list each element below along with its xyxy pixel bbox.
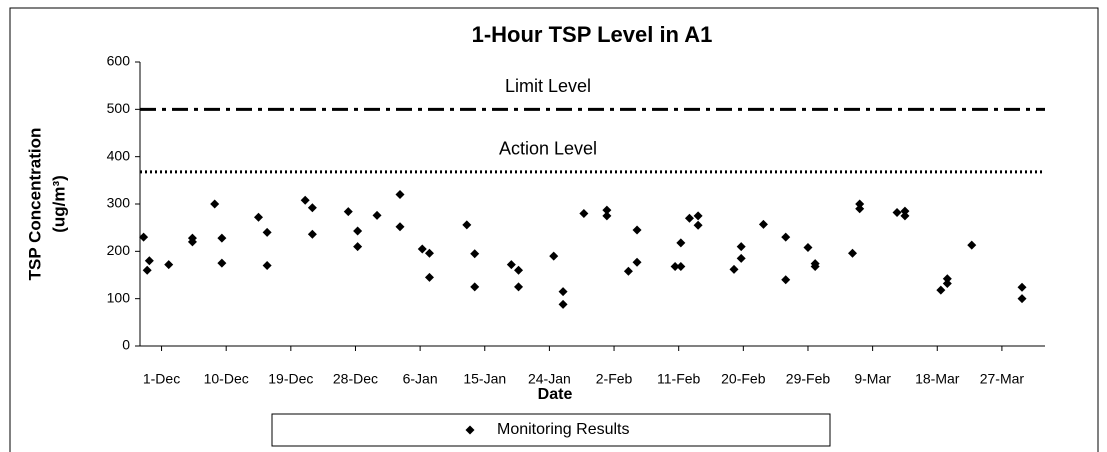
x-tick-label: 20-Feb <box>721 371 766 387</box>
data-point <box>558 299 568 309</box>
y-tick-label: 500 <box>107 100 131 116</box>
data-point <box>942 274 952 284</box>
legend-box <box>271 413 831 447</box>
data-point <box>579 208 589 218</box>
x-tick-label: 19-Dec <box>268 371 313 387</box>
x-tick-label: 28-Dec <box>333 371 378 387</box>
data-point <box>900 206 910 216</box>
data-point <box>602 205 612 215</box>
x-tick-label: 11-Feb <box>657 371 701 387</box>
data-point <box>254 212 264 222</box>
x-axis-label: Date <box>538 386 573 403</box>
data-point <box>424 248 434 258</box>
x-tick-label: 10-Dec <box>204 371 249 387</box>
data-point <box>684 213 694 223</box>
data-point <box>936 285 946 295</box>
data-point <box>693 220 703 230</box>
data-point <box>142 265 152 275</box>
x-tick-label: 29-Feb <box>786 371 831 387</box>
data-point <box>942 279 952 289</box>
data-point <box>676 261 686 271</box>
y-tick-label: 100 <box>107 289 131 305</box>
data-point <box>670 261 680 271</box>
data-point <box>307 203 317 213</box>
data-point <box>462 220 472 230</box>
data-point <box>300 195 310 205</box>
data-point <box>558 287 568 297</box>
data-point <box>736 242 746 252</box>
y-tick-label: 300 <box>107 195 131 211</box>
data-point <box>892 208 902 218</box>
x-tick-label: 18-Mar <box>915 371 960 387</box>
data-point <box>855 204 865 214</box>
y-axis-label: TSP Concentration <box>25 128 44 281</box>
data-point <box>1017 294 1027 304</box>
x-tick-label: 27-Mar <box>980 371 1025 387</box>
data-point <box>623 266 633 276</box>
data-point <box>353 242 363 252</box>
data-point <box>217 258 227 268</box>
data-point <box>514 282 524 292</box>
data-point <box>602 211 612 221</box>
data-point <box>217 233 227 243</box>
data-point <box>372 210 382 220</box>
legend-label: Monitoring Results <box>497 421 630 438</box>
data-point <box>262 261 272 271</box>
y-axis-label: (ug/m³) <box>49 175 68 233</box>
data-point <box>693 211 703 221</box>
data-point <box>424 272 434 282</box>
data-point <box>803 243 813 253</box>
data-point <box>729 264 739 274</box>
data-point <box>506 260 516 270</box>
data-point <box>781 275 791 285</box>
y-tick-label: 600 <box>107 53 131 69</box>
chart-title: 1-Hour TSP Level in A1 <box>472 22 713 47</box>
chart-frame <box>9 7 1099 452</box>
data-point <box>210 199 220 209</box>
data-point <box>848 248 858 258</box>
data-point <box>1017 282 1027 292</box>
data-point <box>164 260 174 270</box>
data-point <box>781 232 791 242</box>
data-point <box>676 238 686 248</box>
data-point <box>307 229 317 239</box>
reference-label: Limit Level <box>505 76 591 96</box>
reference-label: Action Level <box>499 139 597 159</box>
data-point <box>758 219 768 229</box>
x-tick-label: 9-Mar <box>854 371 891 387</box>
legend-marker <box>465 425 475 435</box>
x-tick-label: 1-Dec <box>143 371 180 387</box>
data-point <box>810 261 820 271</box>
data-point <box>144 256 154 266</box>
data-point <box>353 226 363 236</box>
y-tick-label: 0 <box>122 337 130 353</box>
y-tick-label: 200 <box>107 242 131 258</box>
data-point <box>343 207 353 217</box>
data-point <box>395 190 405 200</box>
data-point <box>549 251 559 261</box>
data-point <box>470 282 480 292</box>
data-point <box>417 244 427 254</box>
data-point <box>736 253 746 263</box>
data-point <box>632 257 642 267</box>
data-point <box>187 237 197 247</box>
data-point <box>470 249 480 259</box>
x-tick-label: 15-Jan <box>463 371 506 387</box>
data-point <box>262 227 272 237</box>
x-tick-label: 6-Jan <box>403 371 438 387</box>
data-point <box>967 240 977 250</box>
data-point <box>139 232 149 242</box>
y-tick-label: 400 <box>107 147 131 163</box>
data-point <box>855 199 865 209</box>
data-point <box>395 222 405 232</box>
x-tick-label: 2-Feb <box>596 371 633 387</box>
data-point <box>514 265 524 275</box>
x-tick-label: 24-Jan <box>528 371 571 387</box>
data-point <box>900 211 910 221</box>
data-point <box>632 225 642 235</box>
